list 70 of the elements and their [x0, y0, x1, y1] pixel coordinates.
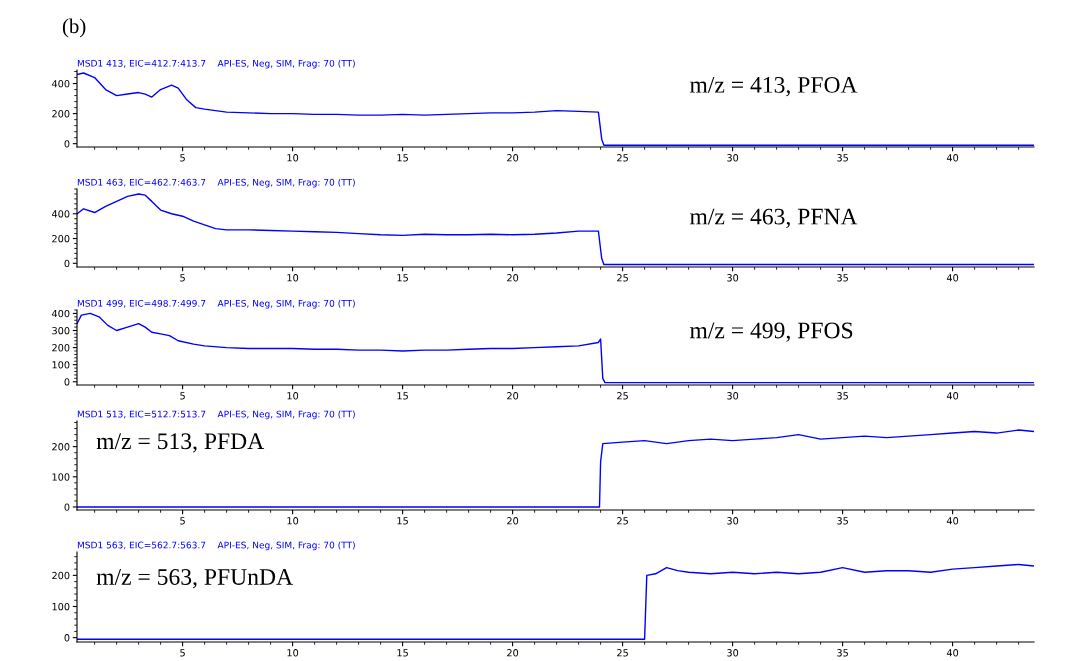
line-series	[77, 72, 1034, 146]
x-tick-label: 30	[727, 649, 739, 657]
x-tick-label: 25	[617, 392, 628, 400]
y-tick-label: 100	[52, 602, 70, 611]
text: MSD1 513, EIC=512.7:513.7 API-ES, Neg, SIM, Frag: 70 (TT)	[77, 410, 355, 420]
x-tick-label: 25	[617, 274, 628, 282]
x-tick-label: 35	[837, 649, 848, 657]
chart-title: (b)	[62, 18, 86, 38]
y-tick-label: 0	[64, 503, 70, 511]
x-tick-label: 20	[507, 392, 519, 400]
x-tick-label: 10	[287, 274, 299, 282]
annotation: m/z = 499, PFOS	[689, 322, 853, 342]
y-tick-label: 100	[52, 473, 70, 481]
x-tick-label: 20	[507, 274, 519, 282]
x-tick-label: 10	[287, 517, 299, 525]
text: MSD1 413, EIC=412.7:413.7 API-ES, Neg, SIM, Frag: 70 (TT)	[77, 59, 355, 69]
x-tick-label: 30	[727, 154, 739, 162]
y-tick-label: 400	[51, 210, 70, 218]
y-tick-label: 200	[52, 571, 70, 580]
x-tick-label: 25	[617, 154, 628, 162]
x-tick-label: 20	[507, 649, 519, 657]
x-tick-label: 35	[837, 274, 848, 282]
x-tick-label: 40	[946, 274, 959, 282]
annotation: m/z = 563, PFUnDA	[96, 569, 293, 589]
x-tick-label: 10	[287, 649, 299, 657]
y-tick-label: 300	[52, 326, 70, 335]
annotation: m/z = 463, PFNA	[689, 208, 858, 228]
y-tick-label: 200	[52, 344, 70, 352]
x-tick-label: 40	[946, 392, 959, 400]
x-tick-label: 15	[397, 392, 408, 400]
x-tick-label: 15	[397, 649, 408, 657]
x-tick-label: 20	[507, 517, 519, 525]
y-tick-label: 400	[51, 80, 70, 88]
x-tick-label: 10	[287, 392, 299, 400]
x-tick-label: 25	[617, 649, 628, 657]
x-tick-label: 25	[617, 517, 628, 525]
x-tick-label: 5	[180, 274, 185, 282]
y-tick-label: 100	[52, 361, 70, 369]
x-tick-label: 35	[837, 517, 848, 525]
x-tick-label: 30	[727, 517, 739, 525]
x-tick-label: 35	[837, 392, 848, 400]
x-tick-label: 40	[946, 154, 959, 162]
y-tick-label: 0	[64, 634, 70, 642]
x-tick-label: 35	[837, 154, 848, 162]
x-tick-label: 5	[180, 392, 185, 400]
x-tick-label: 15	[397, 154, 408, 162]
x-tick-label: 5	[180, 517, 185, 525]
line-series	[77, 312, 1034, 384]
annotation: m/z = 513, PFDA	[96, 433, 265, 453]
y-tick-label: 0	[64, 378, 70, 386]
y-tick-label: 200	[52, 235, 70, 243]
x-tick-label: 40	[946, 517, 959, 525]
text: MSD1 499, EIC=498.7:499.7 API-ES, Neg, SIM, Frag: 70 (TT)	[77, 299, 355, 309]
x-tick-label: 15	[397, 517, 408, 525]
y-tick-label: 200	[52, 110, 70, 118]
x-tick-label: 10	[287, 154, 299, 162]
x-tick-label: 30	[727, 392, 739, 400]
x-tick-label: 5	[180, 154, 185, 162]
x-tick-label: 30	[727, 274, 739, 282]
text: MSD1 463, EIC=462.7:463.7 API-ES, Neg, SIM, Frag: 70 (TT)	[77, 178, 355, 188]
x-tick-label: 5	[180, 649, 185, 657]
y-tick-label: 0	[64, 259, 70, 268]
x-tick-label: 40	[946, 649, 959, 657]
x-tick-label: 20	[507, 154, 519, 162]
y-tick-label: 0	[64, 140, 70, 148]
text: MSD1 563, EIC=562.7:563.7 API-ES, Neg, SIM, Frag: 70 (TT)	[77, 541, 355, 551]
x-tick-label: 15	[397, 274, 408, 282]
y-tick-label: 400	[51, 309, 70, 318]
annotation: m/z = 413, PFOA	[689, 76, 858, 97]
y-tick-label: 200	[52, 443, 70, 451]
